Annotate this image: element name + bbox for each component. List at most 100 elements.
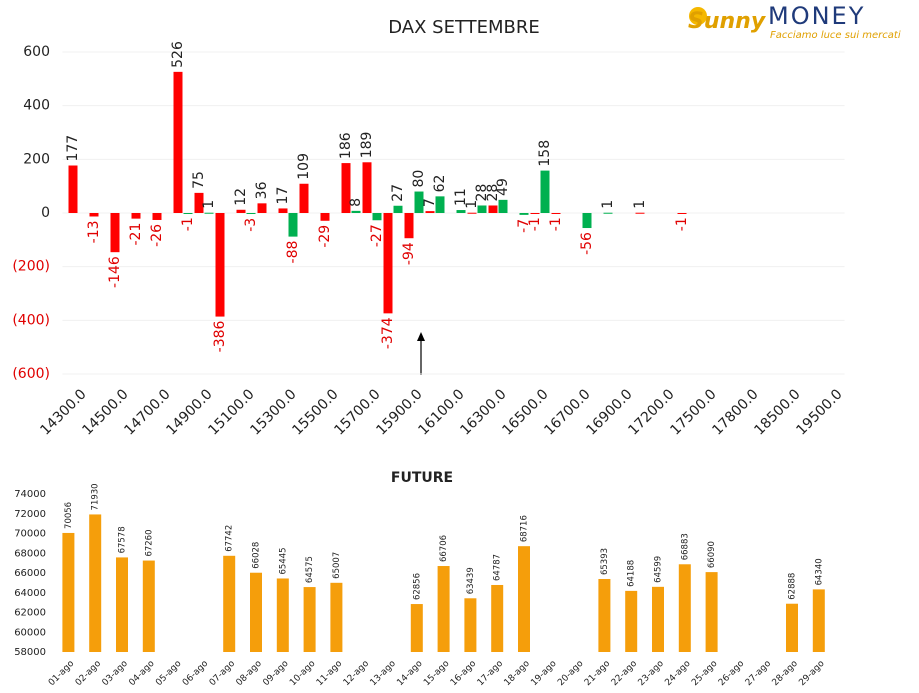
value-label: -88: [285, 241, 301, 264]
bar: [278, 208, 288, 213]
value-label: 17: [275, 187, 291, 205]
value-label: 64575: [305, 556, 315, 583]
bar: [236, 209, 246, 213]
y-tick-label: 60000: [14, 627, 46, 638]
bar: [435, 196, 445, 213]
y-tick-label: 62000: [14, 608, 46, 619]
bar: [425, 211, 435, 213]
value-label: 67260: [144, 530, 154, 557]
bar: [540, 170, 550, 213]
bar: [299, 183, 309, 213]
y-tick-label: 64000: [14, 588, 46, 599]
value-label: 65007: [332, 552, 342, 579]
bar: [131, 213, 141, 219]
bar: [223, 555, 236, 652]
bar: [393, 205, 403, 213]
bar: [518, 546, 530, 652]
bar: [351, 210, 361, 213]
value-label: -21: [128, 223, 144, 246]
logo-sun: [689, 7, 707, 25]
bar: [110, 213, 120, 253]
bar: [383, 213, 393, 314]
value-label: 109: [296, 153, 312, 180]
value-label: 63439: [466, 567, 476, 594]
bar: [89, 514, 102, 652]
y-tick-label: (400): [12, 312, 50, 328]
value-label: -27: [369, 224, 385, 247]
value-label: 68716: [520, 515, 530, 542]
y-tick-label: 72000: [14, 509, 46, 520]
value-label: -94: [401, 242, 417, 265]
value-label: 1: [464, 200, 480, 209]
value-label: 1: [201, 200, 217, 209]
y-tick-label: 400: [23, 98, 50, 114]
value-label: 189: [359, 132, 375, 159]
y-tick-label: 0: [41, 205, 50, 221]
bar: [705, 572, 718, 652]
value-label: 158: [537, 140, 553, 167]
bar: [410, 604, 423, 652]
bar: [598, 578, 611, 652]
value-label: 186: [338, 132, 354, 159]
value-label: 66883: [680, 533, 690, 560]
bar: [116, 557, 128, 652]
arrow-head: [417, 332, 425, 341]
value-label: 12: [233, 188, 249, 206]
value-label: 64599: [654, 556, 664, 583]
value-label: 64340: [814, 558, 824, 585]
value-label: 28: [474, 184, 490, 202]
value-label: -29: [317, 225, 333, 248]
bar: [215, 213, 225, 317]
bar: [142, 560, 155, 652]
bar: [477, 205, 487, 213]
value-label: 64188: [627, 560, 637, 587]
bar: [89, 213, 99, 217]
arrow: [417, 332, 425, 375]
value-label: 62: [432, 175, 448, 193]
value-label: 62856: [412, 573, 422, 600]
value-label: -386: [212, 320, 228, 352]
y-tick-label: (200): [12, 259, 50, 275]
chart-title: DAX SETTEMBRE: [388, 17, 540, 38]
bar: [250, 572, 262, 652]
bar: [551, 213, 561, 214]
value-label: -7: [516, 219, 532, 233]
bar: [173, 71, 183, 214]
y-tick-label: (600): [12, 366, 50, 382]
value-label: 28: [485, 184, 501, 202]
value-label: 11: [453, 188, 469, 206]
value-label: 1: [632, 200, 648, 209]
bar: [404, 213, 414, 239]
value-label: -56: [579, 232, 595, 255]
value-label: 64787: [493, 554, 503, 581]
value-label: 49: [495, 178, 511, 196]
value-label: 8: [348, 198, 364, 207]
bar: [582, 213, 592, 229]
value-label: 71930: [91, 483, 101, 510]
y-tick-label: 66000: [14, 568, 46, 579]
value-label: -1: [674, 217, 690, 231]
value-label: 75: [191, 171, 207, 189]
value-label: -1: [527, 217, 543, 231]
value-label: 1: [600, 200, 616, 209]
bar: [530, 213, 540, 214]
bar: [152, 213, 162, 220]
y-tick-label: 70000: [14, 529, 46, 540]
bar: [625, 590, 638, 652]
chart-title: FUTURE: [391, 470, 453, 486]
bar: [464, 598, 477, 652]
logo-brand: Sunny: [688, 9, 767, 34]
y-tick-label: 200: [23, 151, 50, 167]
logo-tagline: Facciamo luce sui mercati: [770, 30, 901, 41]
value-label: 526: [170, 41, 186, 68]
bar: [183, 213, 193, 214]
bar: [678, 564, 691, 652]
bar: [276, 578, 289, 652]
value-label: 65445: [278, 547, 288, 574]
bar: [204, 212, 214, 214]
value-label: 177: [65, 135, 81, 162]
y-tick-label: 600: [23, 44, 50, 60]
bar: [303, 587, 316, 652]
y-tick-label: 58000: [14, 647, 46, 658]
